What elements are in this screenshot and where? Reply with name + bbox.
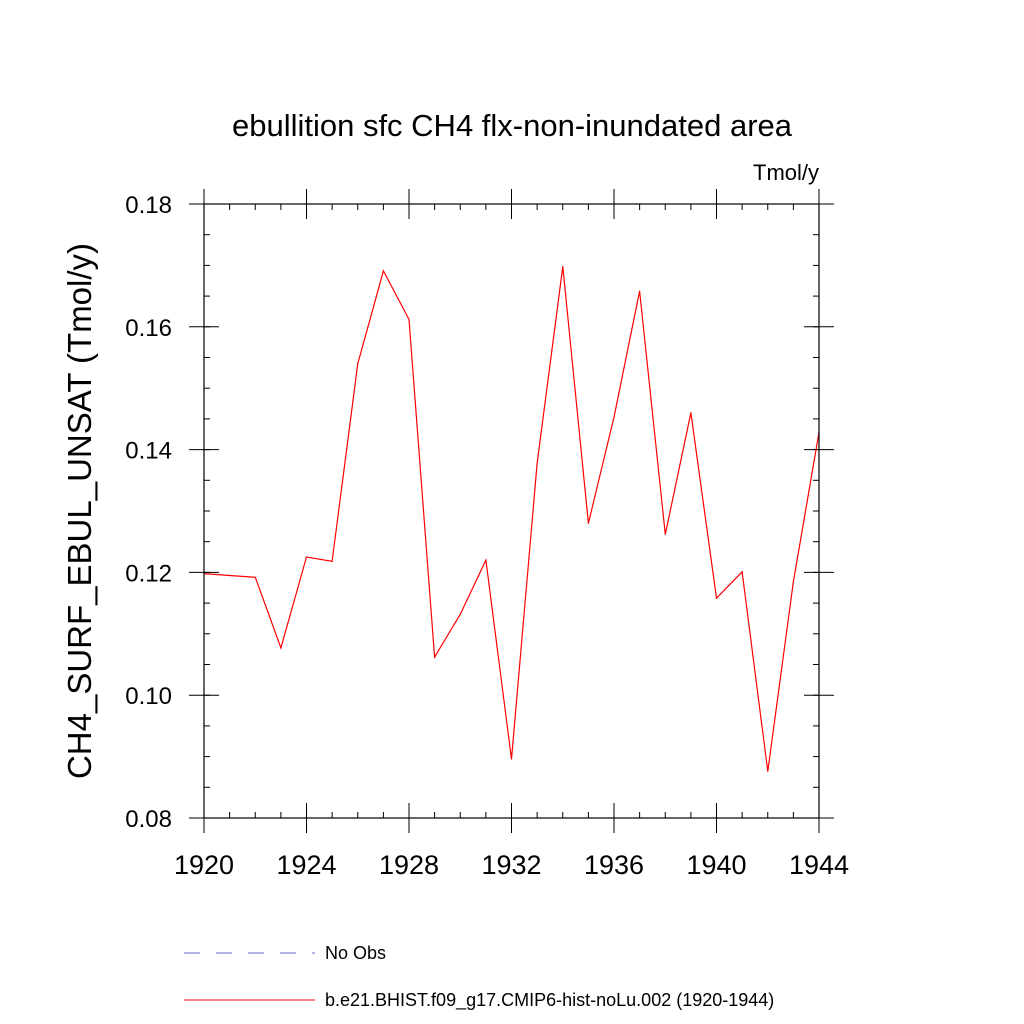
- data-point: [792, 581, 794, 583]
- data-point: [357, 363, 359, 365]
- x-tick-label: 1940: [686, 850, 746, 880]
- x-tick-label: 1928: [379, 850, 439, 880]
- data-point: [536, 463, 538, 465]
- legend-label-no-obs: No Obs: [325, 943, 386, 963]
- data-point: [562, 266, 564, 268]
- data-point: [741, 571, 743, 573]
- data-point: [254, 576, 256, 578]
- x-tick-label: 1932: [481, 850, 541, 880]
- y-axis-label: CH4_SURF_EBUL_UNSAT (Tmol/y): [61, 243, 98, 779]
- data-point: [331, 560, 333, 562]
- major-ticks: [189, 189, 834, 833]
- x-tick-labels: 1920 1924 1928 1932 1936 1940 1944: [174, 850, 849, 880]
- data-point: [690, 412, 692, 414]
- data-point: [434, 656, 436, 658]
- data-point: [459, 613, 461, 615]
- chart-title: ebullition sfc CH4 flx-non-inundated are…: [232, 108, 793, 143]
- plot-frame: [203, 203, 820, 819]
- series-layer: [203, 266, 820, 772]
- x-tick-label: 1944: [789, 850, 849, 880]
- legend-label-model: b.e21.BHIST.f09_g17.CMIP6-hist-noLu.002 …: [325, 990, 774, 1011]
- data-point: [382, 270, 384, 272]
- series-line: [203, 266, 820, 772]
- y-tick-label: 0.16: [125, 315, 172, 342]
- data-point: [664, 533, 666, 535]
- data-point: [767, 770, 769, 772]
- data-point: [305, 556, 308, 558]
- data-point: [485, 559, 487, 561]
- y-tick-label: 0.14: [125, 438, 172, 465]
- y-tick-label: 0.12: [125, 560, 172, 587]
- x-tick-label: 1936: [584, 850, 644, 880]
- minor-ticks: [203, 203, 820, 819]
- data-point: [408, 318, 410, 321]
- y-tick-label: 0.10: [125, 683, 172, 710]
- data-point: [715, 597, 718, 599]
- x-tick-label: 1920: [174, 850, 234, 880]
- data-point: [613, 416, 615, 418]
- y-tick-label: 0.18: [125, 192, 172, 219]
- y-tick-labels: 0.08 0.10 0.12 0.14 0.16 0.18: [125, 192, 172, 833]
- data-point: [639, 290, 641, 292]
- data-point: [510, 758, 513, 760]
- y-tick-label: 0.08: [125, 806, 172, 833]
- data-point: [587, 522, 589, 524]
- units-label: Tmol/y: [753, 160, 819, 185]
- data-point: [229, 574, 231, 577]
- data-point: [280, 647, 282, 649]
- legend: No Obs b.e21.BHIST.f09_g17.CMIP6-hist-no…: [184, 943, 774, 1011]
- x-tick-label: 1924: [276, 850, 336, 880]
